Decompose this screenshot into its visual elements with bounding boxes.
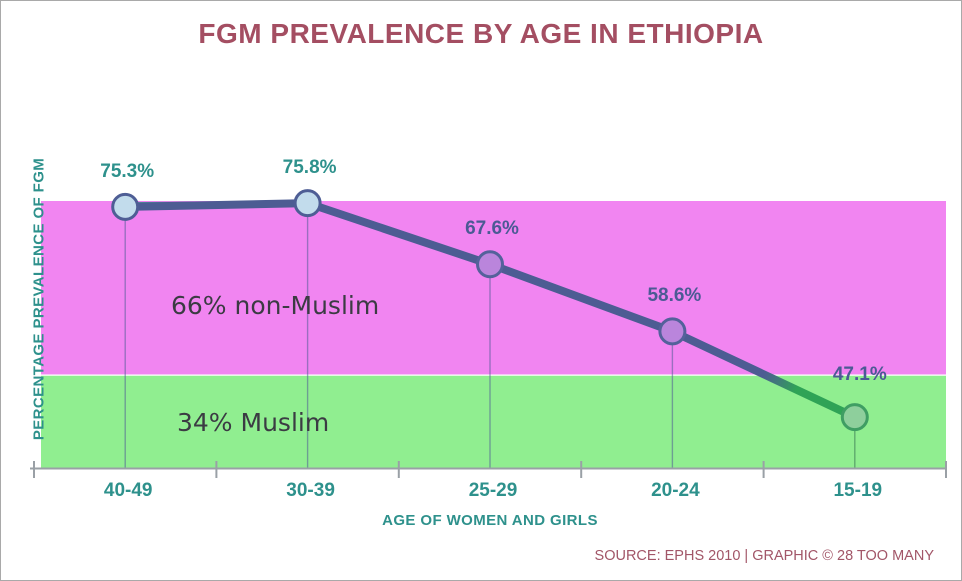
x-tick-label-30-39: 30-39	[286, 480, 335, 501]
data-point-marker-15-19	[840, 403, 869, 432]
point-value-label-15-19: 47.1%	[832, 364, 887, 386]
data-point-marker-30-39	[293, 189, 322, 218]
x-tick-label-15-19: 15-19	[833, 480, 883, 501]
x-axis-title: AGE OF WOMEN AND GIRLS	[382, 512, 598, 529]
point-value-label-25-29: 67.6%	[465, 218, 519, 240]
band-non-muslim	[41, 201, 946, 376]
line-series	[121, 199, 677, 336]
band-label-non-muslim: 66% non-Muslim	[171, 291, 380, 320]
x-tick-label-25-29: 25-29	[468, 480, 518, 501]
x-tick-label-40-49: 40-49	[103, 480, 153, 501]
point-value-label-20-24: 58.6%	[647, 285, 702, 307]
source-credit: SOURCE: EPHS 2010 | GRAPHIC © 28 TOO MAN…	[594, 548, 934, 564]
x-tick-label-20-24: 20-24	[651, 480, 700, 501]
data-point-marker-20-24	[658, 317, 687, 346]
data-point-marker-40-49	[111, 192, 140, 221]
band-label-muslim: 34% Muslim	[177, 408, 330, 437]
point-value-label-30-39: 75.8%	[282, 157, 337, 179]
point-value-label-40-49: 75.3%	[100, 160, 155, 182]
data-point-marker-25-29	[476, 250, 504, 279]
line-series-last-segment	[668, 327, 859, 422]
y-axis-title: PERCENTAGE PREVALENCE OF FGM	[30, 157, 48, 441]
chart-title: FGM PREVALENCE BY AGE IN ETHIOPIA	[198, 18, 764, 49]
